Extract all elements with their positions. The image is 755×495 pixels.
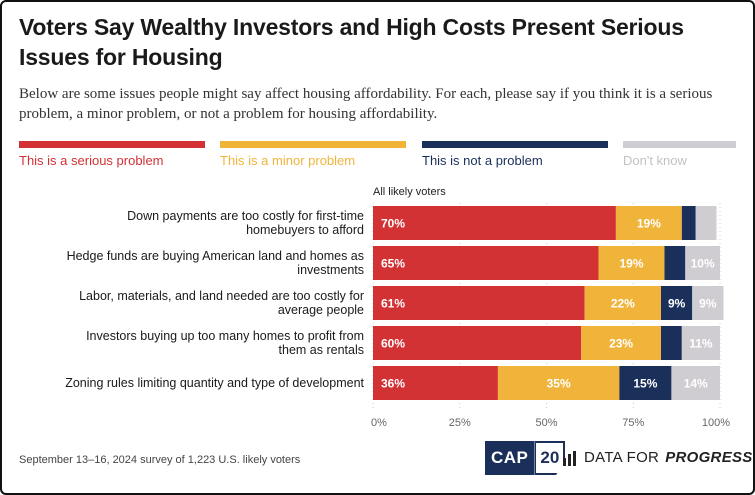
- data-label: 35%: [547, 377, 571, 391]
- footnote: September 13–16, 2024 survey of 1,223 U.…: [19, 454, 301, 466]
- bar-segment: [685, 246, 720, 280]
- bar-segment: [671, 366, 720, 400]
- legend-label-dont-know: Don't know: [623, 153, 687, 168]
- category-label: investments: [297, 263, 364, 277]
- bar-segment: [661, 326, 682, 360]
- bar-segment: [581, 326, 662, 360]
- category-label: Investors buying up too many homes to pr…: [86, 329, 364, 343]
- data-label: 14%: [684, 377, 708, 391]
- cap-logo-number: 20: [534, 441, 566, 475]
- data-label: 65%: [381, 257, 405, 271]
- bar-segment: [692, 286, 724, 320]
- dfp-logo-text: DATA FOR: [584, 449, 660, 466]
- data-label: 15%: [633, 377, 657, 391]
- bar-segment: [695, 206, 717, 240]
- legend-swatch-not: [422, 141, 608, 148]
- legend-item-not: This is not a problem: [422, 141, 608, 168]
- data-label: 61%: [381, 297, 405, 311]
- bar-segment: [664, 246, 686, 280]
- x-tick-label: 0%: [371, 417, 387, 429]
- legend-label-serious: This is a serious problem: [19, 153, 164, 168]
- x-tick-label: 50%: [535, 417, 557, 429]
- bar-segment: [619, 366, 672, 400]
- category-label: Down payments are too costly for first-t…: [127, 209, 364, 223]
- category-label: Labor, materials, and land needed are to…: [79, 289, 364, 303]
- data-label: 60%: [381, 337, 405, 351]
- category-label: homebuyers to afford: [246, 223, 364, 237]
- x-tick-label: 75%: [622, 417, 644, 429]
- bar-chart-icon: [563, 450, 576, 466]
- legend-label-minor: This is a minor problem: [220, 153, 356, 168]
- dfp-logo-bold: PROGRESS: [665, 449, 753, 466]
- bar-segment: [615, 206, 682, 240]
- legend-item-serious: This is a serious problem: [19, 141, 205, 168]
- legend-swatch-serious: [19, 141, 205, 148]
- data-label: 19%: [637, 217, 661, 231]
- bar-segment: [373, 366, 498, 400]
- bar-segment: [584, 286, 662, 320]
- legend: This is a serious problem This is a mino…: [0, 141, 755, 171]
- x-tick-label: 100%: [702, 417, 730, 429]
- bar-segment: [598, 246, 665, 280]
- category-label: Zoning rules limiting quantity and type …: [65, 376, 364, 390]
- cap20-logo: CAP 20: [485, 441, 566, 475]
- bar-segment: [373, 246, 599, 280]
- data-label: 36%: [381, 377, 405, 391]
- data-label: 11%: [689, 337, 713, 351]
- data-label: 23%: [609, 337, 633, 351]
- cap-logo-text: CAP: [485, 441, 535, 475]
- data-label: 9%: [668, 297, 686, 311]
- data-for-progress-logo: DATA FOR PROGRESS: [562, 449, 753, 466]
- bar-segment: [373, 326, 582, 360]
- category-label: them as rentals: [279, 343, 364, 357]
- data-label: 22%: [611, 297, 635, 311]
- chart-title: Voters Say Wealthy Investors and High Co…: [19, 14, 684, 70]
- bar-segment: [373, 286, 585, 320]
- legend-item-dont-know: Don't know: [623, 141, 736, 168]
- group-label: All likely voters: [373, 186, 446, 198]
- legend-label-not: This is not a problem: [422, 153, 543, 168]
- bar-segment: [681, 326, 720, 360]
- legend-swatch-dont-know: [623, 141, 736, 148]
- bar-segment: [497, 366, 620, 400]
- category-label: average people: [278, 303, 364, 317]
- x-tick-label: 25%: [449, 417, 471, 429]
- data-label: 9%: [699, 297, 717, 311]
- bar-segment: [373, 206, 616, 240]
- data-label: 19%: [619, 257, 643, 271]
- chart-subtitle: Below are some issues people might say a…: [19, 86, 713, 122]
- bar-segment: [661, 286, 693, 320]
- legend-item-minor: This is a minor problem: [220, 141, 406, 168]
- legend-swatch-minor: [220, 141, 406, 148]
- data-label: 70%: [381, 217, 405, 231]
- data-label: 10%: [691, 257, 715, 271]
- bar-segment: [681, 206, 696, 240]
- category-label: Hedge funds are buying American land and…: [67, 249, 364, 263]
